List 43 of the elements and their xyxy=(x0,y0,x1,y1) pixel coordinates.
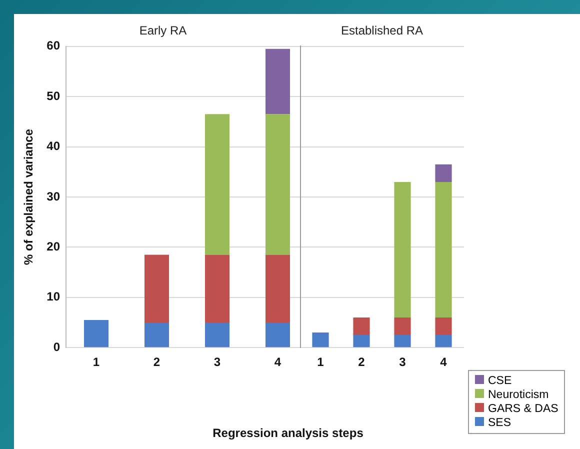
legend-label: SES xyxy=(487,416,512,430)
bar xyxy=(266,48,290,114)
y-tick-label: 10 xyxy=(46,290,60,304)
bar xyxy=(435,182,452,318)
legend-label: GARS & DAS xyxy=(487,402,558,416)
bar xyxy=(394,317,411,336)
bar xyxy=(205,114,230,255)
y-tick-label: 40 xyxy=(46,139,60,154)
bar xyxy=(205,254,230,322)
y-tick-label: 20 xyxy=(46,240,60,254)
x-tick-label: 2 xyxy=(153,355,160,370)
x-tick-label: 3 xyxy=(399,355,406,370)
bar xyxy=(266,254,290,322)
bar xyxy=(394,182,411,318)
x-tick-label: 4 xyxy=(440,355,448,370)
y-tick-label: 30 xyxy=(46,189,60,204)
y-tick-label: 50 xyxy=(46,88,60,103)
bar xyxy=(435,164,452,182)
bar xyxy=(435,317,452,336)
chart-title: Early RA xyxy=(139,24,187,38)
bar xyxy=(84,320,108,348)
y-tick-label: 0 xyxy=(53,340,60,354)
y-tick-label: 60 xyxy=(46,38,60,53)
x-tick-label: 3 xyxy=(214,355,221,370)
y-axis-title: % of explained variance xyxy=(22,128,36,266)
bar xyxy=(205,322,230,348)
legend-label: CSE xyxy=(487,374,513,388)
legend-label: Neuroticism xyxy=(487,388,550,402)
bar xyxy=(312,332,329,348)
bar xyxy=(144,322,169,348)
bar xyxy=(266,322,290,348)
bar xyxy=(353,335,370,348)
x-tick-label: 4 xyxy=(274,355,282,370)
x-tick-label: 1 xyxy=(92,355,100,370)
bar xyxy=(394,335,411,348)
bar xyxy=(435,335,452,348)
bar xyxy=(353,317,370,336)
x-axis-title: Regression analysis steps xyxy=(212,426,364,440)
x-tick-label: 2 xyxy=(358,355,366,370)
bar xyxy=(144,254,169,322)
bar xyxy=(266,114,290,255)
chart-title: Established RA xyxy=(340,24,424,38)
x-tick-label: 1 xyxy=(317,355,324,370)
